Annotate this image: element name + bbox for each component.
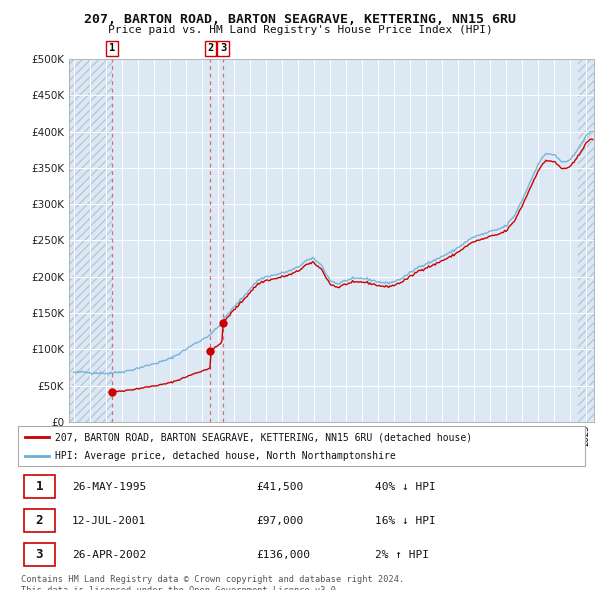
Text: 26-MAY-1995: 26-MAY-1995: [72, 481, 146, 491]
Text: 40% ↓ HPI: 40% ↓ HPI: [375, 481, 436, 491]
Text: £136,000: £136,000: [256, 550, 310, 560]
Text: Contains HM Land Registry data © Crown copyright and database right 2024.
This d: Contains HM Land Registry data © Crown c…: [21, 575, 404, 590]
Text: 3: 3: [35, 548, 43, 561]
Text: 2% ↑ HPI: 2% ↑ HPI: [375, 550, 429, 560]
Text: HPI: Average price, detached house, North Northamptonshire: HPI: Average price, detached house, Nort…: [55, 451, 395, 461]
Text: 1: 1: [35, 480, 43, 493]
Bar: [23, 476, 55, 498]
Text: 3: 3: [220, 44, 226, 54]
Text: 2: 2: [207, 44, 214, 54]
Text: 26-APR-2002: 26-APR-2002: [72, 550, 146, 560]
Text: 16% ↓ HPI: 16% ↓ HPI: [375, 516, 436, 526]
Bar: [23, 543, 55, 566]
Text: £41,500: £41,500: [256, 481, 304, 491]
Text: 207, BARTON ROAD, BARTON SEAGRAVE, KETTERING, NN15 6RU (detached house): 207, BARTON ROAD, BARTON SEAGRAVE, KETTE…: [55, 432, 472, 442]
Bar: [23, 509, 55, 532]
Text: 1: 1: [109, 44, 115, 54]
Text: 12-JUL-2001: 12-JUL-2001: [72, 516, 146, 526]
Text: 207, BARTON ROAD, BARTON SEAGRAVE, KETTERING, NN15 6RU: 207, BARTON ROAD, BARTON SEAGRAVE, KETTE…: [84, 13, 516, 26]
Text: 2: 2: [35, 514, 43, 527]
Text: £97,000: £97,000: [256, 516, 304, 526]
Text: Price paid vs. HM Land Registry's House Price Index (HPI): Price paid vs. HM Land Registry's House …: [107, 25, 493, 35]
